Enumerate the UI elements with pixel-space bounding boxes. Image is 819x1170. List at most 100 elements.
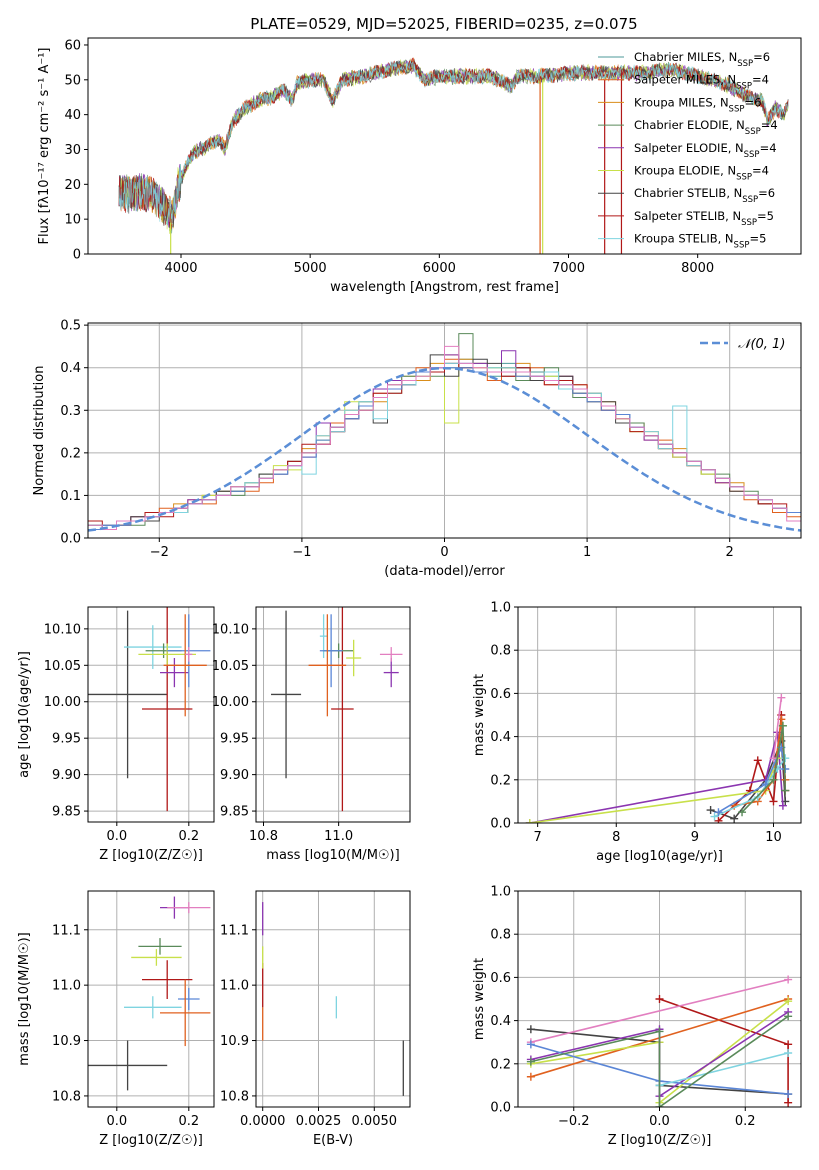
- residuals-xtick-label: 0: [440, 545, 448, 560]
- mass_vs_Z-frame: [87, 890, 215, 1108]
- weight_vs_Z-marker: [784, 1049, 793, 1057]
- residuals-legend-label: 𝒩(0, 1): [738, 337, 785, 352]
- age_vs_mass-axes: 10.8 11.0 9.85 9.90 9.95 10.00 10.05 10.10 mass …: [212, 607, 410, 863]
- weight_vs_Z-xtick-label: 0.0: [649, 1114, 670, 1129]
- spectrum-ytick-label: 60: [64, 38, 81, 53]
- weight_vs_Z-series-7: [659, 1052, 789, 1087]
- residuals-ytick-label: 0.3: [60, 404, 81, 419]
- residuals-ytick-label: 0.0: [60, 532, 81, 547]
- weight_vs_Z-ytick-label: 0.4: [490, 1014, 511, 1029]
- spectrum-xtick-label: 6000: [423, 261, 456, 276]
- weight_vs_age-lines: [525, 693, 790, 823]
- weight_vs_Z-series-2: [530, 978, 789, 1043]
- weight_vs_age-ytick-label: 0.8: [490, 644, 511, 659]
- age_vs_Z-ytick-label: 10.10: [44, 622, 81, 637]
- weight_vs_Z-marker: [784, 975, 793, 984]
- residuals-xtick-label: −1: [292, 545, 311, 560]
- weight_vs_Z-series-8: [530, 1015, 789, 1107]
- mass_vs_Z-ytick-label: 10.8: [52, 1089, 81, 1104]
- age_vs_mass-xlabel: mass [log10(M/M☉)]: [266, 848, 399, 863]
- weight_vs_age-marker: [710, 812, 719, 821]
- weight_vs_age-marker: [778, 801, 787, 810]
- spectrum-series-8: [118, 60, 789, 225]
- spectrum-ytick-label: 50: [64, 73, 81, 88]
- mass_vs_ebv-xtick-label: 0.0025: [296, 1114, 342, 1129]
- weight_vs_Z-marker: [655, 995, 664, 1003]
- residuals-ylabel: Normed distribution: [32, 366, 47, 496]
- weight_vs_Z-xtick-label: −0.2: [558, 1114, 590, 1129]
- mass_vs_Z-ytick-label: 11.0: [52, 979, 81, 994]
- weight_vs_age-ytick-label: 0.6: [490, 687, 511, 702]
- weight_vs_Z-marker: [784, 1012, 793, 1021]
- weight_vs_Z-marker: [784, 997, 793, 1006]
- spectrum-ytick-label: 20: [64, 178, 81, 193]
- age_vs_Z-ytick-label: 10.05: [44, 659, 81, 674]
- age_vs_mass-xtick-label: 10.8: [249, 829, 278, 844]
- mass_vs_Z-ytick-label: 10.9: [52, 1034, 81, 1049]
- weight_vs_age-marker: [525, 819, 534, 823]
- weight_vs_age-ylabel: mass weight: [472, 674, 487, 756]
- age_vs_mass-ytick-label: 9.95: [220, 732, 249, 747]
- age_vs_mass-xtick-label: 11.0: [324, 829, 353, 844]
- mass_vs_Z-xtick-label: 0.0: [106, 1114, 127, 1129]
- weight_vs_Z-marker: [526, 1040, 535, 1049]
- weight_vs_age-xtick-label: 7: [534, 830, 542, 845]
- age_vs_Z-ytick-label: 9.95: [52, 732, 81, 747]
- age_vs_mass-ytick-label: 10.05: [212, 659, 249, 674]
- weight_vs_age-marker: [706, 806, 715, 815]
- weight_vs_age-marker: [769, 797, 778, 806]
- weight_vs_Z-frame: [517, 890, 802, 1108]
- age_vs_Z-xtick-label: 0.0: [106, 829, 127, 844]
- spectrum-frame: [87, 37, 802, 255]
- weight_vs_age-marker: [714, 816, 723, 823]
- weight_vs_Z-xlabel: Z [log10(Z/Z☉)]: [608, 1133, 712, 1148]
- age_vs_mass-ytick-label: 10.10: [212, 622, 249, 637]
- mass_vs_Z-xtick-label: 0.2: [178, 1114, 199, 1129]
- weight_vs_age-series-7: [772, 697, 783, 759]
- residuals-xtick-label: 2: [726, 545, 734, 560]
- residuals-frame: [87, 322, 802, 539]
- weight_vs_age-marker: [738, 808, 747, 817]
- weight_vs_age-ytick-label: 1.0: [490, 601, 511, 616]
- spectrum-ylabel: Flux [fλ10⁻¹⁷ erg cm⁻² s⁻¹ A⁻¹]: [37, 48, 52, 245]
- mass_vs_ebv-ytick-label: 10.9: [220, 1034, 249, 1049]
- weight_vs_Z-marker: [655, 1027, 664, 1036]
- mass_vs_ebv-ytick-label: 10.8: [220, 1089, 249, 1104]
- mass_vs_ebv-xtick-label: 0.0050: [352, 1114, 398, 1129]
- weight_vs_Z-marker: [784, 1098, 793, 1107]
- weight_vs_age-xtick-label: 10: [765, 830, 782, 845]
- age_vs_Z-axes: 0.0 0.2 9.85 9.90 9.95 10.00 10.05 10.10 Z [log1…: [17, 607, 214, 863]
- spectrum-xlabel: wavelength [Angstrom, rest frame]: [330, 280, 559, 295]
- weight_vs_Z-ytick-label: 0.6: [490, 971, 511, 986]
- weight_vs_age-marker: [778, 721, 787, 730]
- mass_vs_ebv-xtick-label: 0.0000: [240, 1114, 286, 1129]
- mass_vs_ebv-frame: [255, 890, 411, 1108]
- spectrum-xtick-label: 4000: [164, 261, 197, 276]
- weight_vs_age-marker: [777, 693, 786, 702]
- weight_vs_age-marker: [714, 808, 723, 817]
- spectrum-xtick-label: 8000: [681, 261, 714, 276]
- mass_vs_ebv-xlabel: E(B-V): [313, 1133, 353, 1148]
- weight_vs_Z-marker: [526, 1025, 535, 1034]
- age_vs_Z-ylabel: age [log10(age/yr)]: [17, 651, 32, 778]
- mass_vs_ebv-axes: 0.0000 0.0025 0.0050 10.8 10.9 11.0 11.1 E(B-V): [220, 891, 410, 1148]
- age_vs_mass-ytick-label: 9.90: [220, 768, 249, 783]
- weight_vs_Z-marker: [784, 1090, 793, 1099]
- mass_vs_ebv-points: [262, 902, 404, 1096]
- age_vs_Z-ytick-label: 9.85: [52, 805, 81, 820]
- residuals-ytick-label: 0.2: [60, 446, 81, 461]
- weight_vs_Z-xtick-label: 0.2: [735, 1114, 756, 1129]
- weight_vs_age-marker: [781, 786, 790, 795]
- weight_vs_Z-marker: [784, 1040, 793, 1049]
- spectrum-xtick-label: 7000: [552, 261, 585, 276]
- mass_vs_Z-axes: 0.0 0.2 10.8 10.9 11.0 11.1 Z [log10(Z/Z☉)] mas…: [17, 891, 214, 1148]
- mass_vs_Z-ylabel: mass [log10(M/M☉)]: [17, 932, 32, 1065]
- mass_vs_ebv-ytick-label: 11.1: [220, 923, 249, 938]
- age_vs_Z-xlabel: Z [log10(Z/Z☉)]: [99, 848, 203, 863]
- figure-title: PLATE=0529, MJD=52025, FIBERID=0235, z=0…: [250, 15, 637, 33]
- age_vs_mass-ytick-label: 10.00: [212, 695, 249, 710]
- residuals-ytick-label: 0.1: [60, 489, 81, 504]
- weight_vs_Z-marker: [655, 1103, 664, 1107]
- weight_vs_age-marker: [769, 754, 778, 763]
- weight_vs_Z-marker: [526, 1072, 535, 1081]
